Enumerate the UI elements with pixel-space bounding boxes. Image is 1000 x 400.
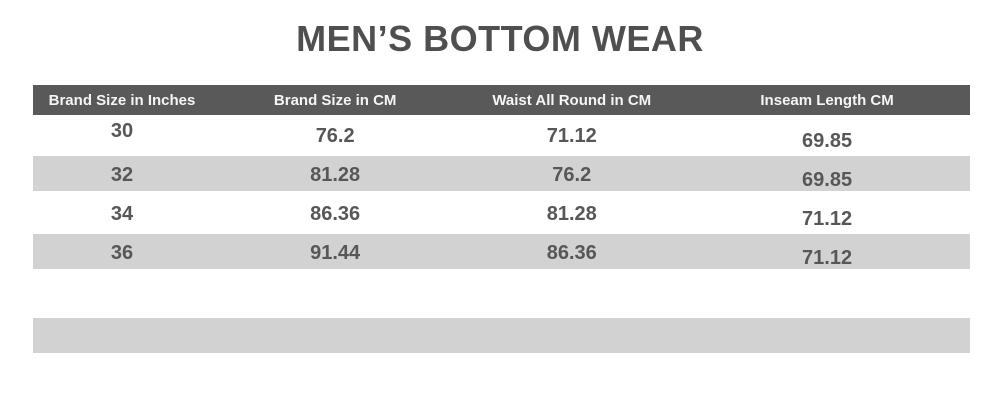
table-cell: 36	[110, 242, 134, 264]
table-cell: 91.44	[310, 242, 361, 264]
table-cell: 86.36	[546, 242, 597, 264]
empty-row-gray	[33, 318, 970, 353]
table-cell: 71.12	[802, 247, 853, 269]
column-header-waist-all-round-cm: Waist All Round in CM	[492, 91, 652, 109]
empty-row-white	[33, 271, 970, 318]
column-header-brand-size-inches: Brand Size in Inches	[48, 91, 196, 109]
page-title: MEN’S BOTTOM WEAR	[296, 18, 704, 59]
table-cell: 71.12	[546, 125, 597, 147]
table-cell: 81.28	[310, 164, 361, 186]
table-cell: 81.28	[546, 203, 597, 225]
table-row: 32 81.28 76.2 69.85	[33, 154, 970, 193]
table-cell: 76.2	[552, 164, 592, 186]
table-header-row: Brand Size in Inches Brand Size in CM Wa…	[33, 85, 970, 115]
size-chart-table: Brand Size in Inches Brand Size in CM Wa…	[33, 85, 970, 353]
table-body: 30 76.2 71.12 69.85 32 81.28 76.2 69.85 34 86.36 8…	[33, 115, 970, 271]
table-cell: 30	[110, 120, 134, 142]
table-row: 30 76.2 71.12 69.85	[33, 115, 970, 154]
table-cell: 71.12	[802, 208, 853, 230]
table-row: 36 91.44 86.36 71.12	[33, 232, 970, 271]
table-cell: 86.36	[310, 203, 361, 225]
table-cell: 76.2	[315, 125, 355, 147]
table-cell: 69.85	[802, 130, 853, 152]
column-header-inseam-length-cm: Inseam Length CM	[760, 91, 894, 109]
column-header-brand-size-cm: Brand Size in CM	[273, 91, 397, 109]
table-cell: 32	[110, 164, 134, 186]
table-cell: 34	[110, 203, 134, 225]
table-row: 34 86.36 81.28 71.12	[33, 193, 970, 232]
table-cell: 69.85	[802, 169, 853, 191]
